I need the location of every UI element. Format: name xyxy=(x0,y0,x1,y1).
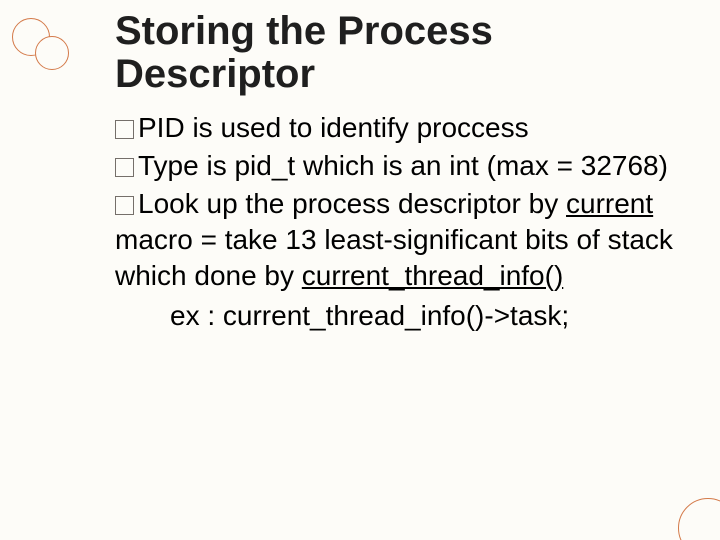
bullet-underlined: current xyxy=(566,188,653,219)
decoration-top-left xyxy=(0,0,100,80)
bullet-item: PID is used to identify proccess xyxy=(115,110,690,146)
bullet-item: Look up the process descriptor by curren… xyxy=(115,186,690,293)
decoration-bottom-right xyxy=(640,460,720,540)
slide-content: Storing the Process Descriptor PID is us… xyxy=(115,10,690,335)
example-line: ex : current_thread_info()->task; xyxy=(170,298,690,334)
bullet-underlined: current_thread_info() xyxy=(302,260,563,291)
title-line-1: Storing the Process xyxy=(115,9,493,53)
bullet-list: PID is used to identify proccess Type is… xyxy=(115,110,690,333)
example-text: ex : current_thread_info()->task; xyxy=(170,300,569,331)
bullet-text: PID is used to identify proccess xyxy=(138,112,529,143)
bullet-text: Type is pid_t which is an int (max = 327… xyxy=(138,150,668,181)
checkbox-icon xyxy=(115,158,134,177)
bullet-item: Type is pid_t which is an int (max = 327… xyxy=(115,148,690,184)
title-line-2: Descriptor xyxy=(115,52,315,96)
checkbox-icon xyxy=(115,196,134,215)
slide-title: Storing the Process Descriptor xyxy=(115,10,690,96)
bullet-text-part: Look up the process descriptor by xyxy=(138,188,566,219)
checkbox-icon xyxy=(115,120,134,139)
